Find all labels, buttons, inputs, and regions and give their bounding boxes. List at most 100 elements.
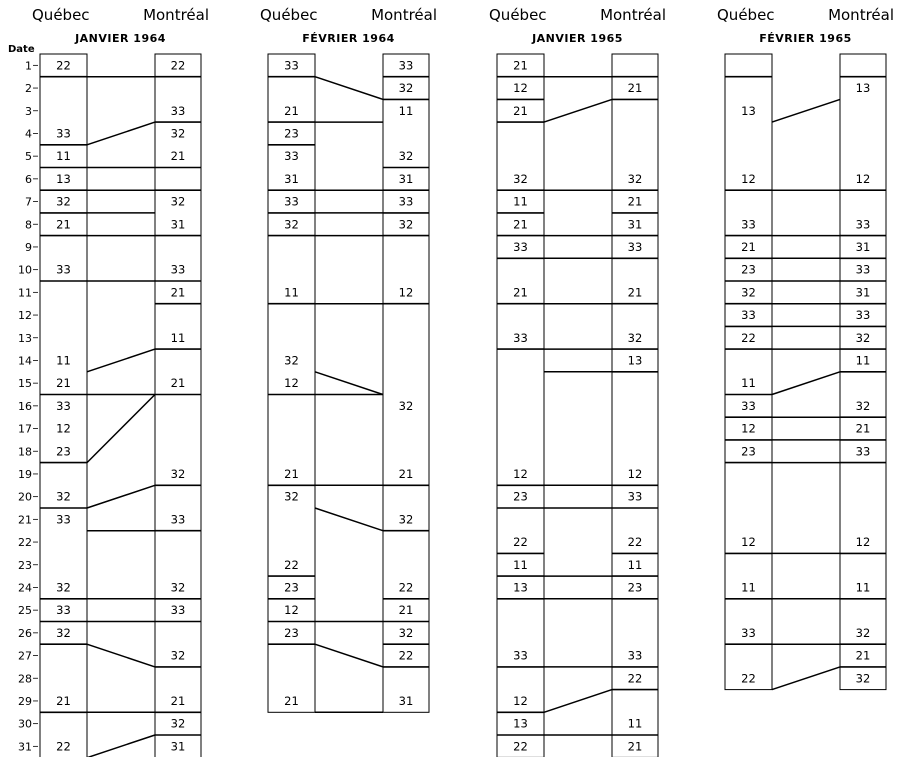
montreal-value: 33 xyxy=(628,649,643,663)
quebec-value: 21 xyxy=(741,240,756,254)
montreal-value: 21 xyxy=(628,195,643,209)
quebec-value: 21 xyxy=(284,104,299,118)
quebec-value: 22 xyxy=(284,558,299,572)
left-city-label: Québec xyxy=(260,6,318,24)
montreal-value: 22 xyxy=(628,535,643,549)
left-column-frame xyxy=(267,53,316,713)
day-label: 17 xyxy=(18,423,32,436)
quebec-value: 21 xyxy=(284,694,299,708)
day-label: 10 xyxy=(18,264,32,277)
quebec-value: 33 xyxy=(56,263,71,277)
day-label: 23 xyxy=(18,559,32,572)
quebec-value: 23 xyxy=(741,444,756,458)
montreal-value: 11 xyxy=(399,104,414,118)
montreal-value: 33 xyxy=(171,512,186,526)
day-label: 2 xyxy=(25,82,32,95)
quebec-value: 32 xyxy=(56,490,71,504)
montreal-value: 32 xyxy=(399,399,414,413)
quebec-value: 21 xyxy=(56,694,71,708)
quebec-value: 33 xyxy=(741,626,756,640)
right-city-label: Montréal xyxy=(600,6,666,24)
quebec-value: 11 xyxy=(741,376,756,390)
montreal-value: 32 xyxy=(399,81,414,95)
montreal-value: 12 xyxy=(856,172,871,186)
quebec-value: 33 xyxy=(741,217,756,231)
montreal-value: 31 xyxy=(628,217,643,231)
montreal-value: 32 xyxy=(628,172,643,186)
montreal-value: 32 xyxy=(171,126,186,140)
left-city-label: Québec xyxy=(489,6,547,24)
montreal-value: 33 xyxy=(399,58,414,72)
montreal-value: 21 xyxy=(628,81,643,95)
day-label: 12 xyxy=(18,309,32,322)
day-label: 7 xyxy=(25,196,32,209)
quebec-value: 23 xyxy=(741,263,756,277)
montreal-value: 33 xyxy=(628,240,643,254)
montreal-value: 21 xyxy=(628,285,643,299)
day-label: 6 xyxy=(25,173,32,186)
quebec-value: 13 xyxy=(741,104,756,118)
quebec-value: 33 xyxy=(56,603,71,617)
montreal-value: 32 xyxy=(171,580,186,594)
montreal-value: 32 xyxy=(856,399,871,413)
montreal-value: 22 xyxy=(628,671,643,685)
connector-line xyxy=(86,643,156,668)
connector-line xyxy=(771,371,841,396)
montreal-value: 12 xyxy=(856,535,871,549)
montreal-value: 33 xyxy=(628,490,643,504)
montreal-value: 21 xyxy=(856,422,871,436)
montreal-value: 21 xyxy=(171,149,186,163)
montreal-value: 32 xyxy=(171,649,186,663)
quebec-value: 21 xyxy=(513,58,528,72)
connector-line xyxy=(86,734,156,757)
quebec-value: 32 xyxy=(284,217,299,231)
quebec-value: 33 xyxy=(284,195,299,209)
montreal-value: 12 xyxy=(399,285,414,299)
connector-line xyxy=(86,121,156,146)
day-label: 27 xyxy=(18,650,32,663)
montreal-value: 31 xyxy=(171,217,186,231)
date-axis-label: Date xyxy=(8,44,35,55)
montreal-value: 32 xyxy=(856,671,871,685)
montreal-value: 32 xyxy=(399,217,414,231)
quebec-value: 33 xyxy=(56,399,71,413)
quebec-value: 33 xyxy=(284,149,299,163)
connector-line xyxy=(543,688,613,714)
quebec-value: 23 xyxy=(284,126,299,140)
connector-line xyxy=(771,666,841,691)
quebec-value: 12 xyxy=(284,376,299,390)
month-panels: Québec Montréal JANVIER 1964 22 33 11 13 32 21 33… xyxy=(32,6,894,757)
day-label: 18 xyxy=(18,445,32,458)
connector-line xyxy=(86,348,156,373)
montreal-value: 32 xyxy=(171,717,186,731)
connector-line xyxy=(771,98,841,123)
day-label: 30 xyxy=(18,718,32,731)
left-column-frame xyxy=(39,53,88,757)
right-column-frame xyxy=(611,53,659,757)
quebec-value: 31 xyxy=(284,172,299,186)
quebec-value: 22 xyxy=(513,739,528,753)
montreal-value: 21 xyxy=(171,376,186,390)
quebec-value: 23 xyxy=(56,444,71,458)
month-title: JANVIER 1964 xyxy=(74,32,166,45)
montreal-value: 33 xyxy=(856,444,871,458)
montreal-value: 11 xyxy=(171,331,186,345)
month-panel: Québec Montréal FÉVRIER 1965 13 12 33 21 23 32 33… xyxy=(717,6,894,691)
montreal-value: 32 xyxy=(171,467,186,481)
quebec-value: 32 xyxy=(56,195,71,209)
quebec-value: 22 xyxy=(56,739,71,753)
day-label: 24 xyxy=(18,581,32,594)
quebec-value: 32 xyxy=(284,490,299,504)
montreal-value: 11 xyxy=(856,353,871,367)
montreal-value: 31 xyxy=(399,694,414,708)
connector-line xyxy=(314,75,384,101)
montreal-value: 11 xyxy=(628,717,643,731)
montreal-value: 13 xyxy=(856,81,871,95)
montreal-value: 11 xyxy=(856,580,871,594)
quebec-value: 11 xyxy=(284,285,299,299)
quebec-value: 12 xyxy=(56,422,71,436)
quebec-value: 12 xyxy=(513,694,528,708)
left-city-label: Québec xyxy=(717,6,775,24)
quebec-value: 21 xyxy=(513,285,528,299)
